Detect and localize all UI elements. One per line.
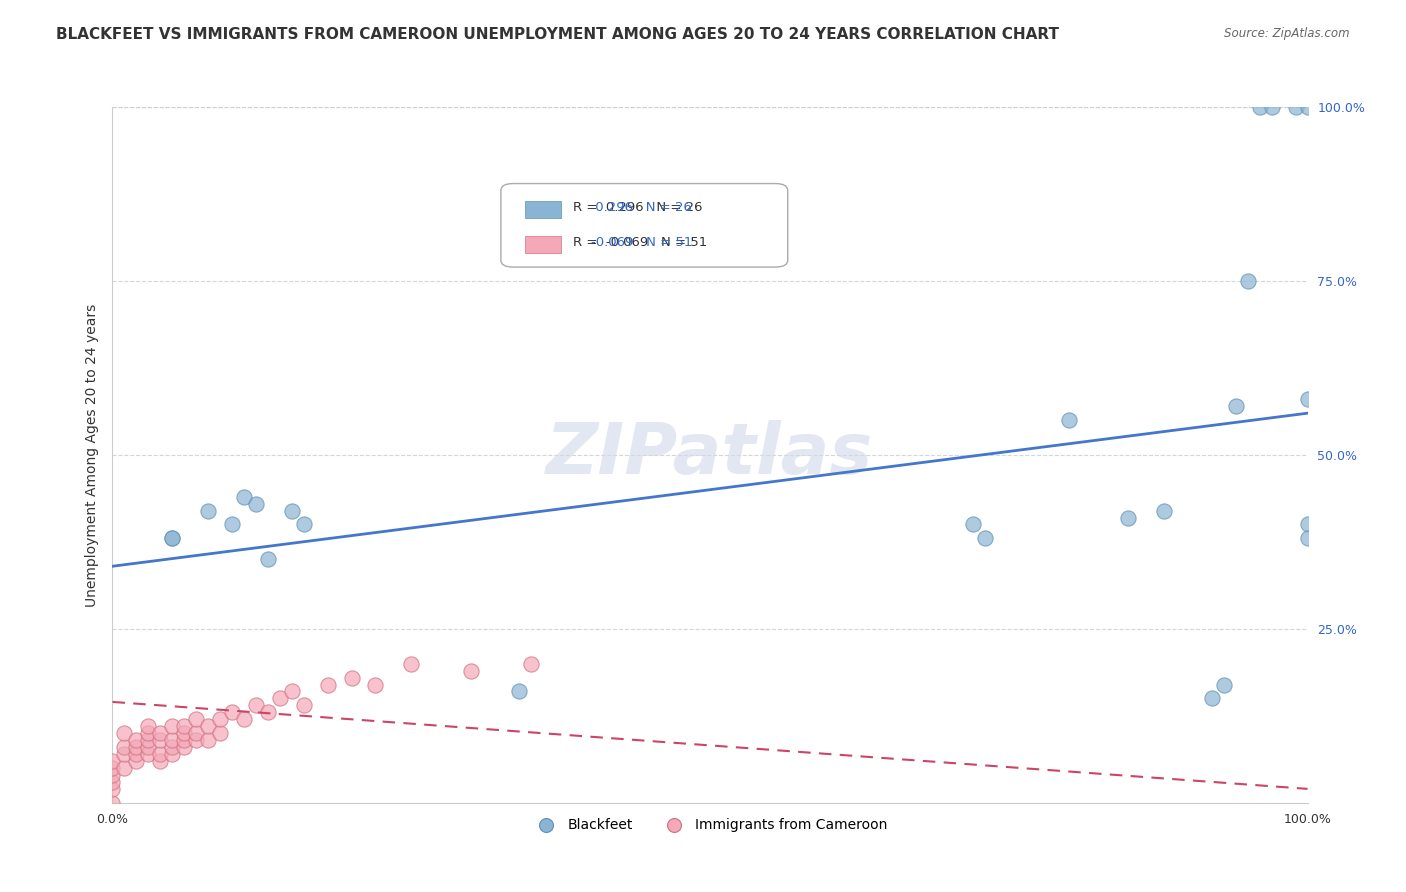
Point: [101, 775, 124, 789]
Point: [508, 684, 530, 698]
Point: [460, 664, 482, 678]
Text: ZIPatlas: ZIPatlas: [547, 420, 873, 490]
Point: [340, 671, 363, 685]
Point: [197, 503, 219, 517]
Point: [197, 733, 219, 747]
Point: [1296, 517, 1319, 532]
Point: [1153, 503, 1175, 517]
Text: BLACKFEET VS IMMIGRANTS FROM CAMEROON UNEMPLOYMENT AMONG AGES 20 TO 24 YEARS COR: BLACKFEET VS IMMIGRANTS FROM CAMEROON UN…: [56, 27, 1059, 42]
Point: [1237, 274, 1260, 288]
Point: [281, 503, 304, 517]
Point: [209, 726, 232, 740]
Point: [245, 698, 267, 713]
Point: [138, 719, 160, 733]
Point: [281, 684, 304, 698]
Point: [162, 740, 183, 755]
Point: [173, 733, 195, 747]
Point: [149, 726, 172, 740]
Point: [101, 768, 124, 782]
Point: [257, 706, 280, 720]
Point: [1261, 100, 1284, 114]
Point: [316, 677, 339, 691]
Point: [173, 740, 195, 755]
Point: [292, 698, 315, 713]
Point: [209, 712, 232, 726]
Point: [138, 726, 160, 740]
Point: [186, 726, 208, 740]
Point: [114, 747, 135, 761]
Point: [292, 517, 315, 532]
Legend: Blackfeet, Immigrants from Cameroon: Blackfeet, Immigrants from Cameroon: [527, 813, 893, 838]
Point: [101, 781, 124, 796]
Point: [1296, 392, 1319, 407]
Point: [125, 740, 148, 755]
Point: [125, 754, 148, 768]
Point: [149, 754, 172, 768]
Point: [125, 733, 148, 747]
Point: [974, 532, 997, 546]
Point: [162, 733, 183, 747]
Point: [401, 657, 423, 671]
Text: R =  -0.069   N = 51: R = -0.069 N = 51: [572, 236, 707, 249]
Point: [101, 796, 124, 810]
Point: [1249, 100, 1271, 114]
Point: [962, 517, 984, 532]
Point: [114, 740, 135, 755]
Point: [245, 497, 267, 511]
Point: [1296, 532, 1319, 546]
Point: [1118, 510, 1140, 524]
Text: Source: ZipAtlas.com: Source: ZipAtlas.com: [1225, 27, 1350, 40]
Point: [364, 677, 387, 691]
Point: [173, 719, 195, 733]
Point: [149, 747, 172, 761]
Point: [186, 733, 208, 747]
Point: [101, 761, 124, 775]
Point: [162, 719, 183, 733]
Point: [269, 691, 291, 706]
Point: [114, 726, 135, 740]
Point: [1201, 691, 1223, 706]
Bar: [524, 201, 561, 219]
Point: [520, 657, 543, 671]
Point: [138, 740, 160, 755]
FancyBboxPatch shape: [501, 184, 787, 267]
Point: [173, 726, 195, 740]
Text: 0.296   N = 26: 0.296 N = 26: [591, 202, 692, 214]
Point: [138, 733, 160, 747]
Point: [233, 490, 256, 504]
Point: [1213, 677, 1236, 691]
Point: [138, 747, 160, 761]
Point: [149, 733, 172, 747]
Point: [221, 517, 243, 532]
Point: [257, 552, 280, 566]
Y-axis label: Unemployment Among Ages 20 to 24 years: Unemployment Among Ages 20 to 24 years: [84, 303, 98, 607]
Point: [162, 747, 183, 761]
Text: -0.069   N = 51: -0.069 N = 51: [591, 236, 692, 249]
Point: [1225, 399, 1247, 413]
Point: [101, 754, 124, 768]
Point: [1057, 413, 1080, 427]
Point: [125, 747, 148, 761]
Point: [1296, 100, 1319, 114]
Bar: [524, 235, 561, 253]
Point: [233, 712, 256, 726]
Point: [186, 712, 208, 726]
Point: [162, 532, 183, 546]
Point: [221, 706, 243, 720]
Point: [114, 761, 135, 775]
Point: [162, 532, 183, 546]
Point: [1285, 100, 1308, 114]
Point: [197, 719, 219, 733]
Text: R =  0.296   N = 26: R = 0.296 N = 26: [572, 202, 702, 214]
